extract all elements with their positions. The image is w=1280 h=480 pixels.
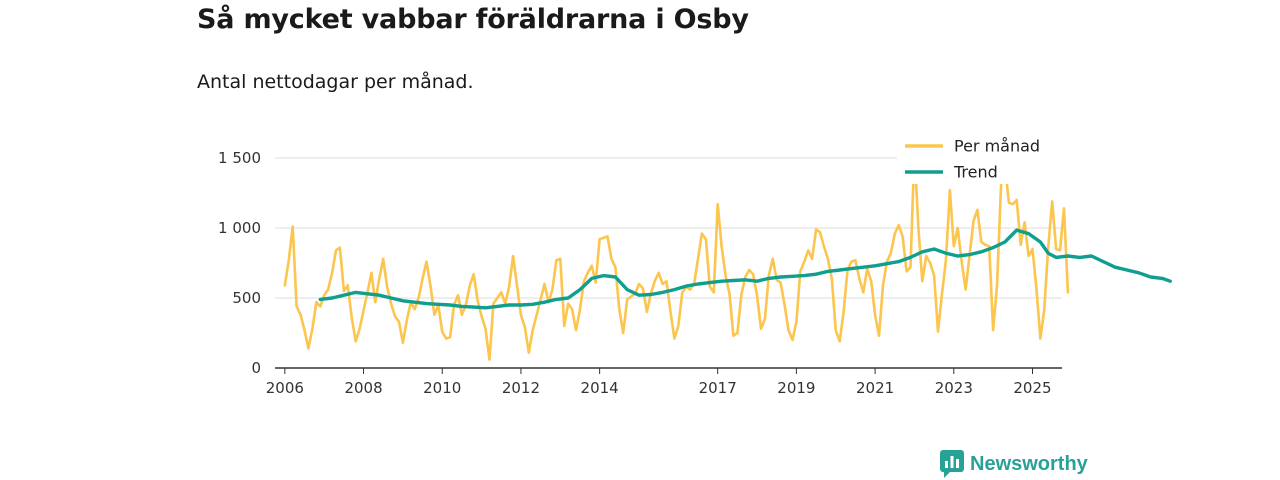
brand-name: Newsworthy bbox=[970, 452, 1088, 475]
y-axis: 0 500 1 000 1 500 bbox=[218, 149, 261, 377]
legend: Per månad Trend bbox=[897, 132, 1062, 184]
x-tick-label: 2010 bbox=[423, 379, 461, 397]
x-tick-label: 2025 bbox=[1013, 379, 1051, 397]
y-tick-label: 1 000 bbox=[218, 219, 261, 237]
series-per-manad-line bbox=[283, 148, 1070, 361]
y-tick-label: 500 bbox=[232, 289, 261, 307]
chart-title: Så mycket vabbar föräldrarna i Osby bbox=[197, 4, 749, 35]
chart-subtitle: Antal nettodagar per månad. bbox=[197, 71, 474, 93]
bar-chart-badge-icon bbox=[940, 450, 964, 478]
x-axis: 2006 2008 2010 2012 2014 2017 2019 2021 2023 2025 bbox=[266, 367, 1062, 397]
series-trend-line bbox=[318, 228, 1172, 310]
x-tick-label: 2008 bbox=[344, 379, 382, 397]
x-tick-label: 2023 bbox=[935, 379, 973, 397]
y-tick-label: 1 500 bbox=[218, 149, 261, 167]
newsworthy-logo[interactable]: Newsworthy bbox=[940, 450, 1088, 478]
legend-label: Per månad bbox=[954, 137, 1040, 156]
legend-label: Trend bbox=[953, 163, 998, 182]
x-tick-label: 2012 bbox=[502, 379, 540, 397]
chart-series bbox=[283, 148, 1172, 361]
x-tick-label: 2006 bbox=[266, 379, 304, 397]
y-tick-label: 0 bbox=[251, 359, 261, 377]
x-tick-label: 2017 bbox=[699, 379, 737, 397]
legend-background bbox=[897, 132, 1062, 184]
x-tick-label: 2021 bbox=[856, 379, 894, 397]
x-tick-label: 2014 bbox=[581, 379, 619, 397]
x-tick-label: 2019 bbox=[777, 379, 815, 397]
